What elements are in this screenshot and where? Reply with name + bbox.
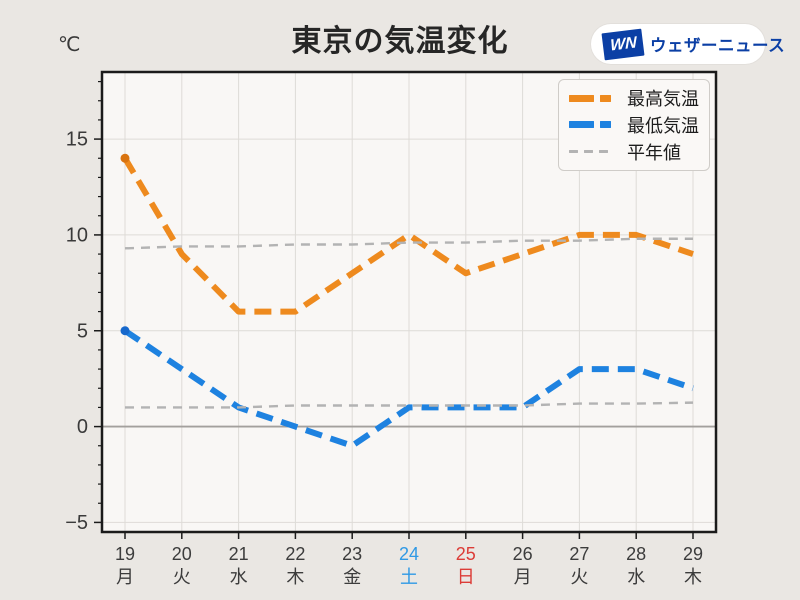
y-tick-label: 0 bbox=[77, 416, 88, 438]
x-axis-labels: 19 月 20 火 21 水 22 木 23 金 24 土 25 日 26 月 27 火 28 水 29 木 bbox=[115, 544, 703, 587]
x-weekday-label: 月 bbox=[116, 567, 134, 587]
page-title: 東京の気温変化 bbox=[291, 25, 509, 58]
y-axis-labels: 15 10 5 0 −5 bbox=[65, 129, 88, 534]
x-weekday-label: 火 bbox=[570, 567, 588, 587]
series-max-line bbox=[120, 153, 694, 315]
x-date-label: 27 bbox=[569, 544, 589, 564]
x-date-label: 21 bbox=[229, 544, 249, 564]
axis-ticks bbox=[94, 80, 694, 539]
y-tick-label: 10 bbox=[66, 224, 88, 246]
x-weekday-label: 木 bbox=[684, 567, 702, 587]
y-tick-label: 15 bbox=[66, 129, 88, 151]
y-tick-label: 5 bbox=[77, 320, 88, 342]
max-temp-line-sample-icon bbox=[569, 94, 613, 102]
x-date-label: 28 bbox=[626, 544, 646, 564]
min-temp-line-sample-icon bbox=[569, 121, 613, 129]
series-min-line bbox=[120, 326, 694, 449]
legend-label: 平年値 bbox=[627, 142, 681, 163]
x-date-label: 26 bbox=[513, 544, 533, 564]
weathernews-logo: WN ウェザーニュース bbox=[591, 24, 785, 64]
legend-item-normal: 平年値 bbox=[569, 139, 709, 165]
legend-label: 最低気温 bbox=[627, 115, 699, 136]
y-tick-label: −5 bbox=[65, 512, 88, 534]
x-weekday-label: 木 bbox=[286, 567, 304, 587]
x-weekday-label: 月 bbox=[514, 567, 532, 587]
gridlines bbox=[102, 72, 716, 532]
x-date-label: 22 bbox=[285, 544, 305, 564]
x-weekday-label: 金 bbox=[343, 567, 361, 587]
x-date-label: 24 bbox=[399, 544, 419, 564]
legend-label: 最高気温 bbox=[627, 89, 699, 110]
x-weekday-label: 土 bbox=[400, 567, 418, 587]
x-date-label: 19 bbox=[115, 544, 135, 564]
legend: 最高気温 最低気温 平年値 bbox=[558, 79, 710, 171]
weathernews-logo-text: ウェザーニュース bbox=[650, 37, 786, 55]
x-date-label: 29 bbox=[683, 544, 703, 564]
legend-item-max: 最高気温 bbox=[569, 85, 709, 111]
x-date-label: 23 bbox=[342, 544, 362, 564]
x-weekday-label: 火 bbox=[173, 567, 191, 587]
x-weekday-label: 水 bbox=[627, 567, 645, 587]
normal-line-sample-icon bbox=[569, 150, 613, 153]
x-date-label: 20 bbox=[172, 544, 192, 564]
x-weekday-label: 水 bbox=[230, 567, 248, 587]
x-weekday-label: 日 bbox=[457, 567, 475, 587]
x-date-label: 25 bbox=[456, 544, 476, 564]
y-axis-unit-label: ℃ bbox=[58, 34, 81, 56]
legend-item-min: 最低気温 bbox=[569, 112, 709, 138]
